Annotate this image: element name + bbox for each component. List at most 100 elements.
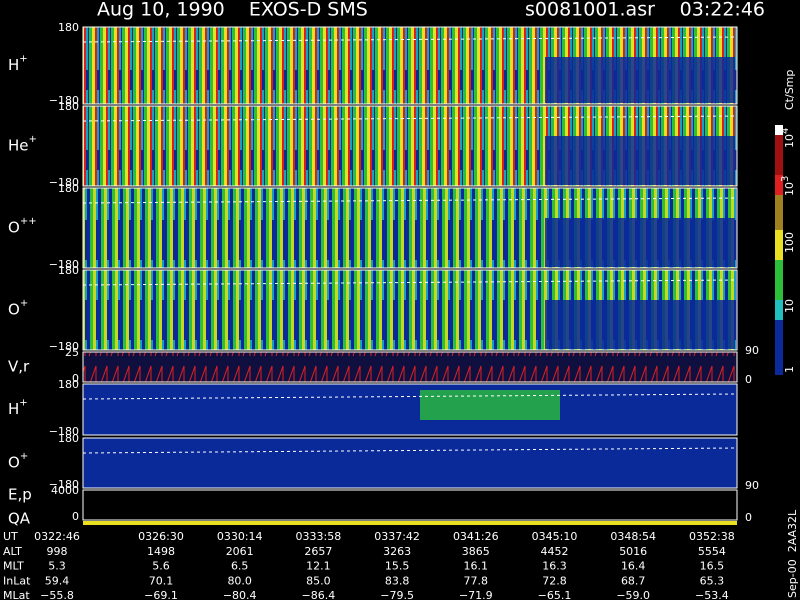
cell: 0322:46 [34,530,80,543]
panel-label: He+ [8,134,37,155]
y-tick-label: 0 [72,372,79,385]
right-tick-label: 90 [745,344,759,357]
cell: −69.1 [144,589,178,600]
row-label: InLat [3,574,31,587]
cell: 2061 [226,545,254,558]
colorbar-tick-exp: 3 [780,176,791,182]
panel-label-sup: + [19,54,27,65]
panel-label: QA [8,510,31,528]
panel-label: O++ [8,216,37,237]
panel-fill [83,490,737,520]
cell: 70.1 [149,574,174,587]
cell: 5.3 [48,560,66,573]
panel-frame [82,269,738,351]
row-label: MLT [3,560,24,573]
cell: 65.3 [700,574,725,587]
dashed-line [82,115,738,122]
y-tick-label: 180 [58,21,79,34]
dashed-line [82,447,738,454]
y-tick-label: −180 [49,425,79,438]
y-tick-label: −180 [49,176,79,189]
panels: H+180−180He+180−180O++180−180O+180−180V,… [8,21,759,528]
cell: 4452 [541,545,569,558]
y-tick-label: −180 [49,340,79,353]
cell: 998 [47,545,68,558]
cell: 16.5 [700,560,725,573]
row-label: ALT [3,545,22,558]
panel-label-sup: + [29,134,37,145]
cell: 16.1 [464,560,489,573]
colorbar-title: Ct/Smp [783,70,796,110]
colorbar-tick: 100 [783,232,796,253]
file-time: 03:22:46 [680,0,765,21]
panel-label-sup: + [20,451,28,462]
panel-quiet [545,57,735,103]
cell: 0337:42 [374,530,420,543]
cell: 16.3 [542,560,567,573]
y-tick-label: 4000 [51,484,79,497]
panel-quiet [545,300,735,349]
panel-fill [83,384,737,435]
cell: 0352:38 [689,530,735,543]
y-tick-label: 180 [58,378,79,391]
cell: 6.5 [231,560,249,573]
panel-quiet [545,136,735,185]
right-tick-label: 90 [745,479,759,492]
cell: 1498 [147,545,175,558]
panel-label: V,r [8,358,30,376]
info-table: UT 0322:46 0326:30 0330:14 0333:58 0337:42 034… [3,530,735,600]
cell: 0348:54 [610,530,656,543]
cell: 77.8 [464,574,489,587]
cell: 85.0 [306,574,331,587]
row-label: MLat [3,589,30,600]
panel-label: H+ [8,54,28,75]
cell: −65.1 [538,589,572,600]
colorbar-tick: 1 [783,366,796,373]
cell: 3263 [383,545,411,558]
cell: 16.4 [621,560,646,573]
dashed-line [82,36,738,43]
cell: 59.4 [45,574,70,587]
cell: 15.5 [385,560,410,573]
panel-frame [82,383,738,436]
cell: −71.9 [459,589,493,600]
footer: Sep-00 2AA32L [786,509,799,598]
right-tick-label: 0 [745,511,752,524]
y-tick-label: 180 [58,264,79,277]
y-tick-label: 0 [72,510,79,523]
y-tick-label: 180 [58,100,79,113]
cell: −55.8 [40,589,74,600]
panel-frame [82,26,738,105]
panel-frame [82,187,738,269]
file-name: s0081001.asr [525,0,655,21]
colorbar-tick: 10 [783,299,796,313]
cell: 5.6 [152,560,170,573]
cell: 0333:58 [296,530,342,543]
panel-label: E,p [8,486,32,504]
cell: 72.8 [542,574,567,587]
panel-fill [83,438,737,488]
panel-label: O+ [8,298,28,319]
cell: −80.4 [223,589,257,600]
dashed-line [82,279,738,286]
cell: 3865 [462,545,490,558]
panel-frame [82,105,738,187]
cell: 0341:26 [453,530,499,543]
cell: −59.0 [616,589,650,600]
cell: 5554 [698,545,726,558]
cell: 80.0 [227,574,252,587]
cell: 5016 [619,545,647,558]
qa-bar [83,521,737,525]
cell: 0326:30 [138,530,184,543]
cell: 83.8 [385,574,410,587]
y-tick-label: 180 [58,182,79,195]
dashed-line [82,197,738,204]
panel-quiet [545,218,735,267]
colorbar-tick: 104 [780,128,796,148]
y-tick-label: −180 [49,94,79,107]
panel-fill [83,352,737,382]
colorbar: Ct/Smp 104 103 100 10 1 [775,70,796,375]
dashed-line [82,393,738,400]
cell: 0345:10 [532,530,578,543]
